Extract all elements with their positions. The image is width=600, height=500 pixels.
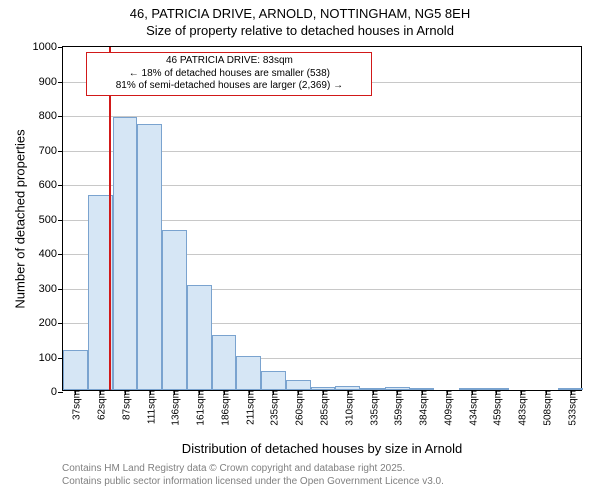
x-axis-label: Distribution of detached houses by size … [182, 441, 462, 456]
annotation-line: 81% of semi-detached houses are larger (… [91, 80, 367, 93]
x-tick-label: 186sqm [216, 390, 231, 426]
y-tick-label: 1000 [33, 41, 63, 53]
x-tick-label: 62sqm [93, 390, 108, 420]
credits-block: Contains HM Land Registry data © Crown c… [62, 463, 444, 488]
histogram-bar [113, 117, 138, 390]
x-tick-label: 459sqm [489, 390, 504, 426]
x-tick-label: 434sqm [464, 390, 479, 426]
x-tick-label: 508sqm [538, 390, 553, 426]
annotation-line: ← 18% of detached houses are smaller (53… [91, 68, 367, 81]
histogram-plot: 0100200300400500600700800900100037sqm62s… [62, 46, 582, 391]
x-tick-label: 211sqm [241, 390, 256, 425]
credits-line-1: Contains HM Land Registry data © Crown c… [62, 463, 444, 476]
y-tick-label: 800 [39, 110, 63, 122]
y-tick-label: 400 [39, 248, 63, 260]
x-tick-label: 335sqm [365, 390, 380, 426]
x-tick-label: 409sqm [439, 390, 454, 426]
annotation-line: 46 PATRICIA DRIVE: 83sqm [91, 55, 367, 68]
histogram-bar [137, 124, 162, 390]
histogram-bar [63, 350, 88, 390]
x-tick-label: 384sqm [415, 390, 430, 426]
y-tick-label: 200 [39, 317, 63, 329]
y-tick-label: 700 [39, 145, 63, 157]
histogram-bar [187, 285, 212, 390]
x-tick-label: 161sqm [192, 390, 207, 426]
y-axis-label: Number of detached properties [13, 129, 28, 308]
credits-line-2: Contains public sector information licen… [62, 476, 444, 489]
annotation-box: 46 PATRICIA DRIVE: 83sqm← 18% of detache… [86, 52, 372, 96]
histogram-bar [286, 380, 311, 390]
x-tick-label: 136sqm [167, 390, 182, 426]
x-tick-label: 483sqm [514, 390, 529, 426]
x-tick-label: 37sqm [68, 390, 83, 420]
y-tick-label: 900 [39, 76, 63, 88]
y-tick-label: 0 [51, 386, 63, 398]
histogram-bar [162, 230, 187, 390]
histogram-bar [261, 371, 286, 390]
x-tick-label: 310sqm [340, 390, 355, 426]
grid-line [63, 116, 581, 117]
x-tick-label: 111sqm [142, 390, 157, 424]
chart-title: 46, PATRICIA DRIVE, ARNOLD, NOTTINGHAM, … [0, 0, 600, 40]
x-tick-label: 359sqm [390, 390, 405, 426]
x-tick-label: 260sqm [291, 390, 306, 426]
histogram-bar [212, 335, 237, 390]
y-tick-label: 500 [39, 214, 63, 226]
x-tick-label: 87sqm [117, 390, 132, 420]
title-line-2: Size of property relative to detached ho… [0, 23, 600, 40]
y-tick-label: 600 [39, 179, 63, 191]
y-tick-label: 100 [39, 352, 63, 364]
histogram-bar [236, 356, 261, 391]
title-line-1: 46, PATRICIA DRIVE, ARNOLD, NOTTINGHAM, … [0, 6, 600, 23]
x-tick-label: 235sqm [266, 390, 281, 426]
y-tick-label: 300 [39, 283, 63, 295]
subject-marker-line [109, 47, 111, 390]
x-tick-label: 533sqm [563, 390, 578, 426]
x-tick-label: 285sqm [316, 390, 331, 426]
